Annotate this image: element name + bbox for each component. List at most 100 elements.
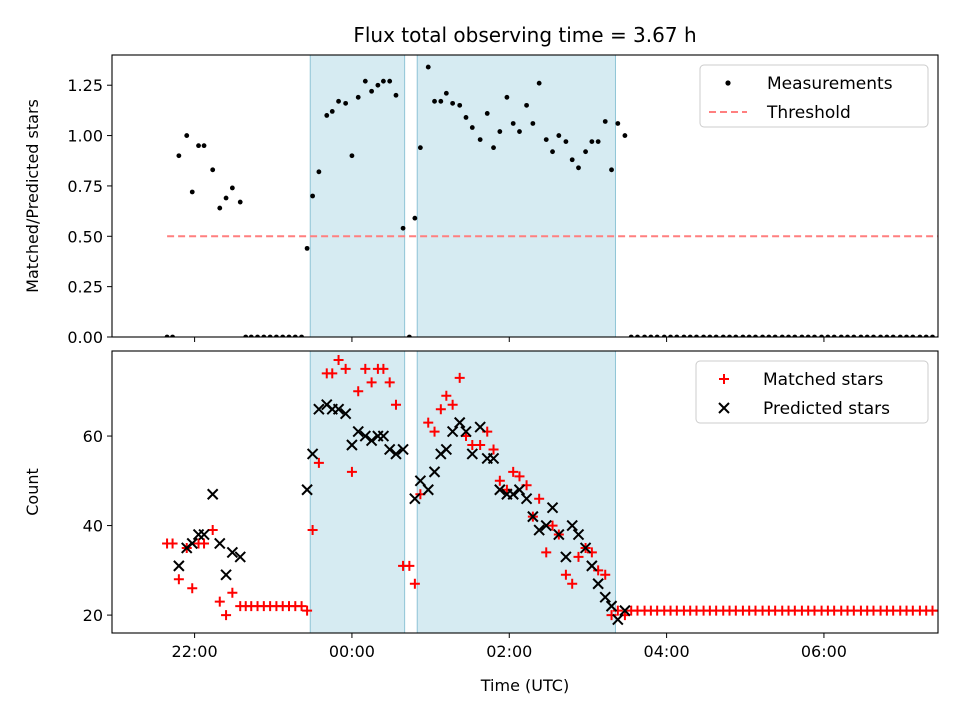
measurements-point — [530, 121, 536, 126]
measurements-point — [425, 64, 431, 70]
observing-window-band — [309, 351, 406, 633]
predicted-stars-point — [377, 430, 390, 442]
matched-stars-point — [423, 417, 434, 428]
measurements-point — [189, 189, 195, 195]
predicted-stars-point — [206, 488, 219, 500]
measurements-point — [825, 334, 831, 337]
matched-stars-point — [366, 377, 377, 388]
measurements-point — [694, 334, 699, 337]
measurements-point — [310, 193, 315, 199]
legend-frame — [695, 360, 929, 424]
measurements-point — [740, 334, 746, 337]
y-tick-label: 20 — [83, 606, 103, 625]
matched-stars-point — [494, 475, 505, 486]
measurements-point — [589, 139, 595, 145]
measurements-point — [733, 334, 739, 337]
observing-window-band — [309, 55, 406, 337]
y-tick-label: 0.75 — [67, 177, 103, 196]
predicted-stars-point — [409, 493, 421, 505]
measurements-point — [477, 137, 483, 143]
predicted-stars-point — [359, 430, 372, 442]
measurements-point — [438, 98, 444, 104]
matched-stars-point — [327, 368, 338, 379]
axes-frame — [111, 54, 939, 338]
measurements-point — [274, 334, 279, 337]
measurements-point — [890, 334, 896, 337]
measurements-point — [457, 102, 463, 108]
measurements-point — [772, 334, 778, 337]
matched-stars-point — [586, 547, 597, 558]
matched-stars-point — [567, 578, 578, 589]
top-panel: 0.00 0.25 0.50 0.75 1.00 1.25 Flux total obser… — [23, 23, 948, 347]
measurements-point — [261, 334, 267, 337]
matched-stars-point — [384, 377, 395, 388]
predicted-stars-point — [513, 484, 526, 496]
matched-stars-point — [514, 471, 525, 482]
measurements-point — [243, 334, 249, 337]
measurements-point — [943, 335, 948, 340]
predicted-stars-point — [605, 600, 618, 612]
predicted-stars-point — [612, 613, 624, 626]
matched-stars-point — [340, 363, 351, 374]
measurements-point — [799, 334, 805, 337]
measurements-point — [779, 334, 785, 337]
measurements-point — [609, 167, 614, 173]
matched-stars-point — [173, 574, 184, 585]
matched-stars-point — [606, 610, 617, 621]
matched-stars-point — [307, 525, 318, 536]
matched-stars-point — [187, 583, 198, 594]
measurements-point — [805, 334, 811, 337]
measurements-point — [904, 334, 909, 337]
measurements-point — [628, 334, 634, 337]
matched-stars-point — [488, 444, 499, 455]
measurements-point — [400, 225, 406, 231]
measurements-point — [329, 109, 335, 114]
predicted-stars-point — [466, 448, 479, 460]
legend: Matched stars Predicted stars — [695, 360, 929, 424]
measurements-point — [292, 334, 298, 337]
legend-label-matched-stars: Matched stars — [763, 370, 883, 390]
measurements-point — [349, 153, 355, 159]
y-tick-label: 60 — [83, 427, 103, 446]
matched-stars-point — [199, 538, 210, 549]
matched-stars-point — [353, 386, 364, 397]
predicted-stars-point — [453, 416, 466, 429]
measurements-point — [569, 157, 575, 163]
bottom-panel: 20 40 60 22:00 00:00 02:00 04:00 06:00 Count Time… — [23, 350, 939, 695]
predicted-stars-point — [533, 524, 545, 536]
measurements-point — [550, 149, 555, 155]
measurements-point — [674, 334, 680, 337]
predicted-stars-point — [390, 448, 402, 460]
measurements-point — [497, 129, 503, 134]
measurements-point — [746, 334, 752, 337]
x-tick-label: 02:00 — [486, 642, 532, 661]
measurements-point — [393, 92, 399, 98]
plot-area — [164, 55, 948, 340]
measurements-point — [369, 88, 374, 94]
matched-stars-point — [534, 493, 545, 504]
chart-title: Flux total observing time = 3.67 h — [353, 23, 696, 47]
measurements-point — [707, 334, 713, 337]
measurements-point — [484, 111, 490, 116]
measurements-point — [217, 205, 223, 211]
measurements-point — [176, 153, 182, 159]
measurements-point — [267, 334, 273, 337]
measurements-point — [845, 334, 850, 337]
measurements-point — [417, 145, 423, 151]
measurements-point — [443, 90, 449, 96]
measurements-point — [336, 98, 341, 104]
predicted-stars-point — [507, 488, 519, 500]
measurements-point — [858, 334, 864, 337]
measurements-point — [923, 334, 929, 337]
measurements-point — [661, 334, 667, 337]
predicted-stars-point — [428, 466, 441, 478]
predicted-stars-point — [527, 510, 539, 523]
measurements-point — [299, 334, 304, 337]
measurements-point — [819, 334, 824, 337]
predicted-stars-point — [619, 604, 631, 617]
x-tick-label: 00:00 — [329, 642, 375, 661]
measurements-point — [463, 115, 469, 120]
measurements-point — [642, 334, 647, 337]
measurements-point — [304, 245, 310, 251]
